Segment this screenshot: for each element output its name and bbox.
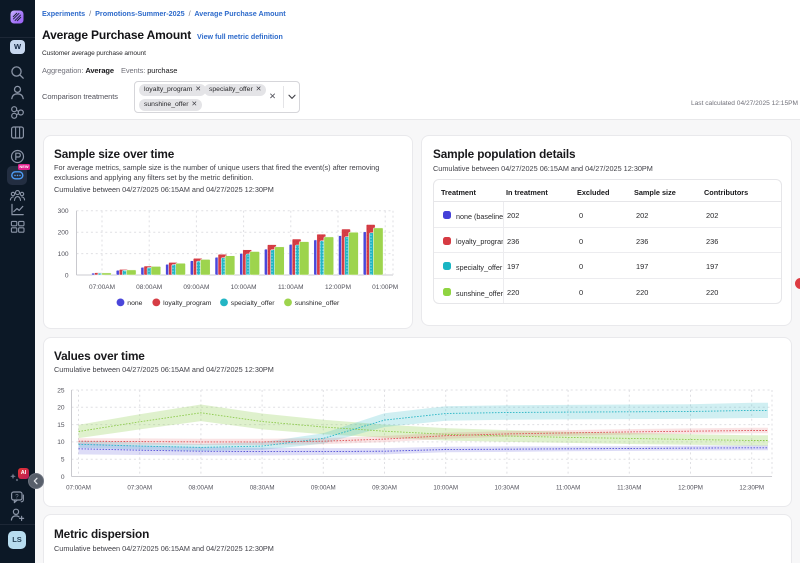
svg-text:12:00PM: 12:00PM (678, 484, 703, 491)
svg-text:07:00AM: 07:00AM (89, 284, 115, 291)
svg-text:10:00AM: 10:00AM (433, 484, 458, 491)
svg-text:specialty_offer: specialty_offer (231, 300, 275, 307)
svg-text:loyalty_program: loyalty_program (163, 300, 212, 307)
svg-text:08:30AM: 08:30AM (250, 484, 275, 491)
svg-text:0: 0 (61, 474, 65, 481)
svg-text:11:30AM: 11:30AM (617, 484, 641, 491)
svg-text:?: ? (15, 494, 19, 500)
svg-text:12:30PM: 12:30PM (739, 484, 764, 491)
svg-text:08:00AM: 08:00AM (189, 484, 214, 491)
svg-text:10: 10 (57, 439, 65, 446)
svg-text:15: 15 (57, 422, 65, 429)
svg-text:100: 100 (58, 251, 69, 258)
svg-text:10:00AM: 10:00AM (231, 284, 257, 291)
svg-text:08:00AM: 08:00AM (136, 284, 162, 291)
svg-text:25: 25 (57, 387, 65, 394)
svg-text:sunshine_offer: sunshine_offer (295, 300, 340, 307)
svg-text:none: none (127, 300, 142, 307)
svg-text:12:00PM: 12:00PM (325, 284, 351, 291)
svg-text:11:00AM: 11:00AM (556, 484, 580, 491)
svg-text:300: 300 (58, 208, 69, 215)
svg-text:07:00AM: 07:00AM (66, 484, 91, 491)
svg-text:0: 0 (65, 272, 69, 279)
svg-text:10:30AM: 10:30AM (495, 484, 520, 491)
svg-text:09:00AM: 09:00AM (311, 484, 336, 491)
svg-text:07:30AM: 07:30AM (127, 484, 152, 491)
svg-text:09:30AM: 09:30AM (372, 484, 397, 491)
svg-text:20: 20 (57, 405, 65, 412)
svg-text:200: 200 (58, 230, 69, 237)
svg-text:5: 5 (61, 457, 65, 464)
svg-text:11:00AM: 11:00AM (278, 284, 304, 291)
svg-text:01:00PM: 01:00PM (372, 284, 398, 291)
svg-text:09:00AM: 09:00AM (183, 284, 209, 291)
